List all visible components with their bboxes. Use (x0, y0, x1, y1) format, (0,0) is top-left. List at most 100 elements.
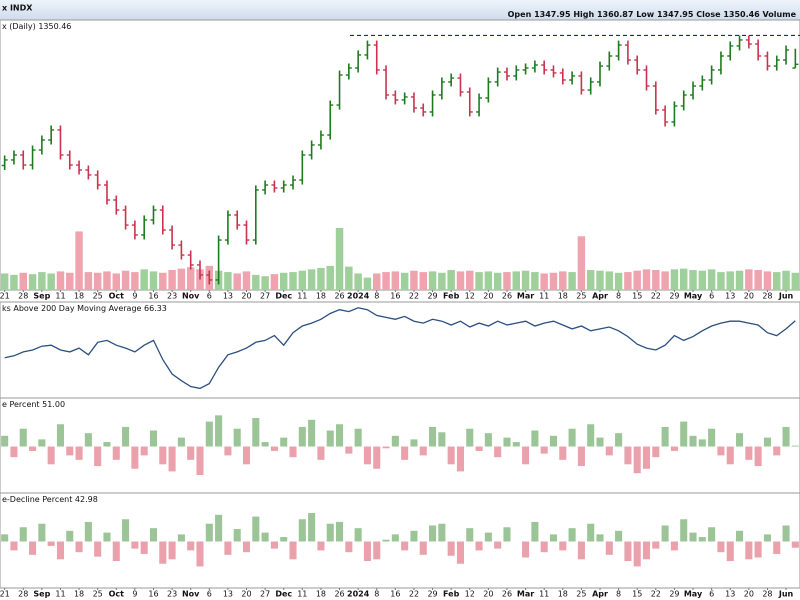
percent-bar (456, 446, 464, 472)
percent-bar (680, 421, 688, 447)
percent-bar (494, 446, 502, 458)
volume-bar (717, 272, 725, 290)
percent-bar (280, 437, 288, 447)
x-tick-label: Dec (275, 292, 292, 301)
percent-bar (419, 541, 427, 555)
x-tick-label: 15 (632, 292, 642, 301)
x-tick-label: 21 (0, 590, 10, 599)
percent-bar (140, 541, 148, 554)
percent-bar (326, 430, 334, 447)
percent-bar (94, 541, 102, 557)
volume-bar (0, 273, 9, 290)
volume-bar (177, 268, 186, 290)
percent-bar (112, 446, 120, 460)
percent-bar (354, 528, 362, 542)
volume-bar (112, 273, 120, 290)
volume-bar (652, 270, 660, 290)
volume-bar (47, 273, 55, 290)
percent-bar (19, 527, 27, 542)
x-tick-label: 11 (297, 292, 307, 301)
x-tick-label: 13 (223, 292, 233, 301)
volume-bar (484, 271, 493, 290)
volume-bar (521, 270, 530, 290)
percent-bar (10, 541, 18, 551)
label: Low (636, 10, 655, 19)
volume-bar (540, 273, 548, 290)
x-tick-label: Apr (592, 292, 608, 301)
x-tick-label: 28 (18, 292, 28, 301)
x-tick-label: 8 (374, 590, 379, 599)
x-tick-label: 20 (744, 292, 754, 301)
percent-bar (447, 446, 455, 465)
percent-bar (84, 521, 92, 542)
percent-bar (447, 541, 455, 556)
x-tick-label: 25 (93, 590, 103, 599)
percent-bar (298, 519, 306, 542)
percent-bar (624, 446, 632, 465)
percent-bar (410, 439, 418, 447)
x-tick-label: 16 (390, 590, 400, 599)
percent-bar (1, 435, 9, 447)
volume-bar (345, 266, 353, 290)
percent-bar (763, 534, 771, 542)
x-tick-label: Feb (443, 292, 460, 301)
x-tick-label: Nov (182, 590, 200, 599)
x-tick-label: 26 (334, 590, 344, 599)
volume-bar (531, 272, 539, 290)
x-tick-label: 26 (502, 292, 512, 301)
volume-bar (270, 274, 279, 290)
percent-bar (689, 435, 697, 447)
percent-bar (540, 541, 548, 553)
volume-bar (307, 269, 316, 290)
x-tick-label: 18 (74, 590, 84, 599)
x-tick-label: 29 (427, 590, 437, 599)
value: 42.98 (75, 495, 98, 504)
x-tick-label: 8 (616, 292, 621, 301)
volume-bar (549, 272, 558, 290)
x-tick-label: 8 (616, 590, 621, 599)
x-tick-label: Oct (109, 292, 125, 301)
percent-bar (38, 523, 46, 542)
x-tick-label: 26 (502, 590, 512, 599)
percent-bar (336, 424, 344, 447)
volume-bar (698, 270, 707, 290)
percent-bar (47, 541, 55, 546)
x-tick-label: 22 (409, 590, 419, 599)
value: 1360.87 (597, 10, 633, 19)
percent-bar (587, 523, 595, 542)
x-tick-label: 23 (167, 292, 177, 301)
volume-bar (242, 271, 251, 290)
percent-bar (605, 446, 613, 456)
value: 66.33 (144, 304, 167, 313)
percent-bar (280, 537, 288, 542)
percent-bar (698, 439, 706, 447)
percent-bar (615, 530, 623, 542)
percent-bar (56, 424, 64, 447)
x-tick-label: 13 (725, 590, 735, 599)
percent-bar (670, 541, 678, 551)
percent-bar (19, 428, 27, 447)
percent-bar (661, 426, 669, 447)
volume-bar (428, 271, 437, 290)
volume-bar (596, 270, 604, 290)
x-tick-label: 22 (651, 292, 661, 301)
percent-bar (689, 532, 697, 542)
percent-bar (252, 418, 260, 447)
x-tick-label: 6 (207, 292, 212, 301)
volume-bar (140, 269, 148, 290)
percent-bar (540, 446, 548, 454)
volume-bar (410, 270, 418, 290)
volume-bar (400, 272, 409, 290)
x-tick-label: 28 (18, 590, 28, 599)
volume-bar (633, 270, 641, 290)
x-tick-label: 20 (744, 590, 754, 599)
volume-bar (168, 270, 176, 290)
percent-bar (112, 541, 120, 562)
percent-bar (503, 437, 511, 447)
percent-bar (605, 541, 613, 555)
percent-bar (159, 541, 167, 564)
percent-bar (484, 532, 492, 542)
volume-bar (512, 271, 520, 290)
volume-bar (493, 272, 502, 290)
percent-bar (466, 428, 474, 447)
